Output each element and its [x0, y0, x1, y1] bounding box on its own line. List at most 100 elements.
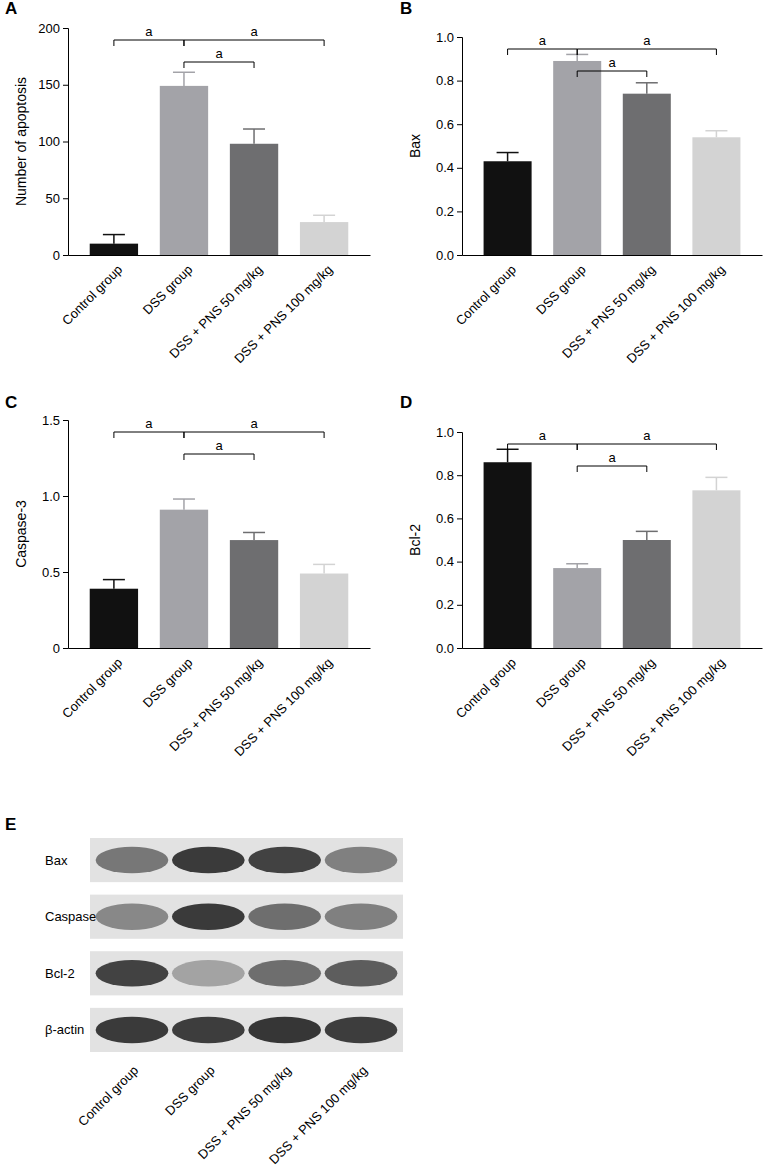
y-tick: 1.5 [42, 413, 68, 428]
error-bar [497, 153, 519, 162]
y-axis-title: Caspase-3 [13, 500, 29, 568]
x-tick-label: DSS + PNS 100 mg/kg [231, 655, 335, 759]
y-axis: 0.00.20.40.60.81.0 [436, 30, 463, 263]
bracket-line [508, 49, 578, 55]
figure: A050100150200Number of apoptosisControl … [0, 0, 774, 1170]
bar [160, 86, 208, 255]
error-bar-stem [323, 564, 325, 573]
x-tick-label: Control group [453, 262, 519, 328]
y-tick-mark [63, 255, 68, 256]
y-tick: 0 [53, 248, 68, 263]
error-bar-stem [507, 153, 509, 162]
blot-row-label: β-actin [45, 1022, 84, 1037]
significance-bracket: a [114, 416, 184, 438]
bar [300, 222, 348, 255]
blot-band [325, 903, 398, 929]
error-bar [636, 83, 658, 94]
x-axis-line [69, 255, 371, 256]
x-tick-label: DSS group [140, 655, 196, 711]
blot-band [248, 847, 321, 873]
y-tick-label: 0.0 [436, 641, 454, 656]
blot-band [248, 1017, 321, 1043]
chart-panel: B0.00.20.40.60.81.0BaxControl groupDSS g… [400, 0, 763, 366]
y-axis: 050100150200 [38, 21, 68, 263]
error-bar [566, 564, 588, 568]
y-tick-mark [63, 28, 68, 29]
bar [623, 540, 671, 648]
significance-label: a [250, 24, 258, 39]
significance-bracket: a [577, 428, 716, 450]
x-tick-label: DSS + PNS 100 mg/kg [231, 262, 335, 366]
y-tick: 0.4 [436, 554, 462, 569]
bar [90, 589, 138, 648]
error-bar-stem [183, 499, 185, 510]
significance-label: a [215, 46, 223, 61]
y-tick-label: 0.8 [436, 73, 454, 88]
error-bar [636, 531, 658, 540]
x-tick-label: DSS group [533, 262, 589, 318]
x-tick-label: Control group [59, 655, 125, 721]
x-tick: Control group [59, 255, 125, 328]
y-tick-mark [457, 648, 462, 649]
error-bar [705, 131, 727, 138]
y-tick-mark [457, 518, 462, 519]
error-bar [313, 564, 335, 573]
bracket-line [184, 40, 324, 46]
y-tick-mark [457, 432, 462, 433]
error-bar-cap [173, 498, 195, 500]
blot-strip [90, 895, 403, 939]
y-axis-line [457, 433, 463, 649]
error-bar-cap [636, 531, 658, 533]
y-tick-mark [457, 562, 462, 563]
bar [230, 144, 278, 255]
y-tick: 1.0 [42, 489, 68, 504]
panel-label: B [400, 0, 412, 18]
y-tick: 0.6 [436, 117, 462, 132]
y-tick-label: 0.6 [436, 511, 454, 526]
error-bar-cap [705, 477, 727, 479]
y-tick-mark [457, 81, 462, 82]
error-bar [173, 499, 195, 510]
bar [300, 574, 348, 648]
blot-band [172, 960, 245, 986]
y-tick: 0.2 [436, 597, 462, 612]
bracket-line [577, 444, 716, 450]
x-tick: Control group [453, 255, 519, 328]
chart-panel: D0.00.20.40.60.81.0Bcl-2Control groupDSS… [400, 393, 763, 759]
blot-band [325, 847, 398, 873]
x-tick: DSS + PNS 100 mg/kg [624, 255, 728, 366]
error-bar [705, 477, 727, 490]
bar [553, 568, 601, 648]
chart-panel: C00.51.01.5Caspase-3Control groupDSS gro… [5, 393, 371, 759]
y-tick-label: 0 [53, 248, 60, 263]
error-bar-cap [705, 130, 727, 132]
x-tick: DSS + PNS 100 mg/kg [231, 648, 335, 759]
significance-label: a [539, 33, 547, 48]
error-bar-cap [243, 128, 265, 130]
x-tick: DSS group [533, 648, 589, 710]
blot-band [325, 1017, 398, 1043]
x-tick-label: DSS + PNS 100 mg/kg [624, 655, 728, 759]
x-tick: DSS + PNS 100 mg/kg [624, 648, 728, 759]
significance-label: a [643, 33, 651, 48]
x-tick: DSS group [140, 255, 196, 317]
y-tick: 200 [38, 21, 68, 36]
y-tick-mark [457, 37, 462, 38]
y-tick-label: 50 [46, 191, 60, 206]
bar [90, 244, 138, 255]
y-tick-mark [457, 605, 462, 606]
error-bar-stem [646, 83, 648, 94]
y-tick-label: 1.0 [42, 489, 60, 504]
y-tick-mark [457, 255, 462, 256]
y-tick-label: 100 [38, 134, 60, 149]
x-tick: DSS + PNS 100 mg/kg [231, 255, 335, 366]
x-tick: DSS group [533, 255, 589, 317]
y-tick-label: 0.4 [436, 554, 454, 569]
error-bar-stem [323, 215, 325, 222]
bracket-line [184, 454, 254, 460]
x-axis-line [69, 648, 371, 649]
significance-label: a [145, 416, 153, 431]
error-bar-cap [243, 532, 265, 534]
y-tick-mark [457, 475, 462, 476]
error-bar-stem [183, 72, 185, 86]
